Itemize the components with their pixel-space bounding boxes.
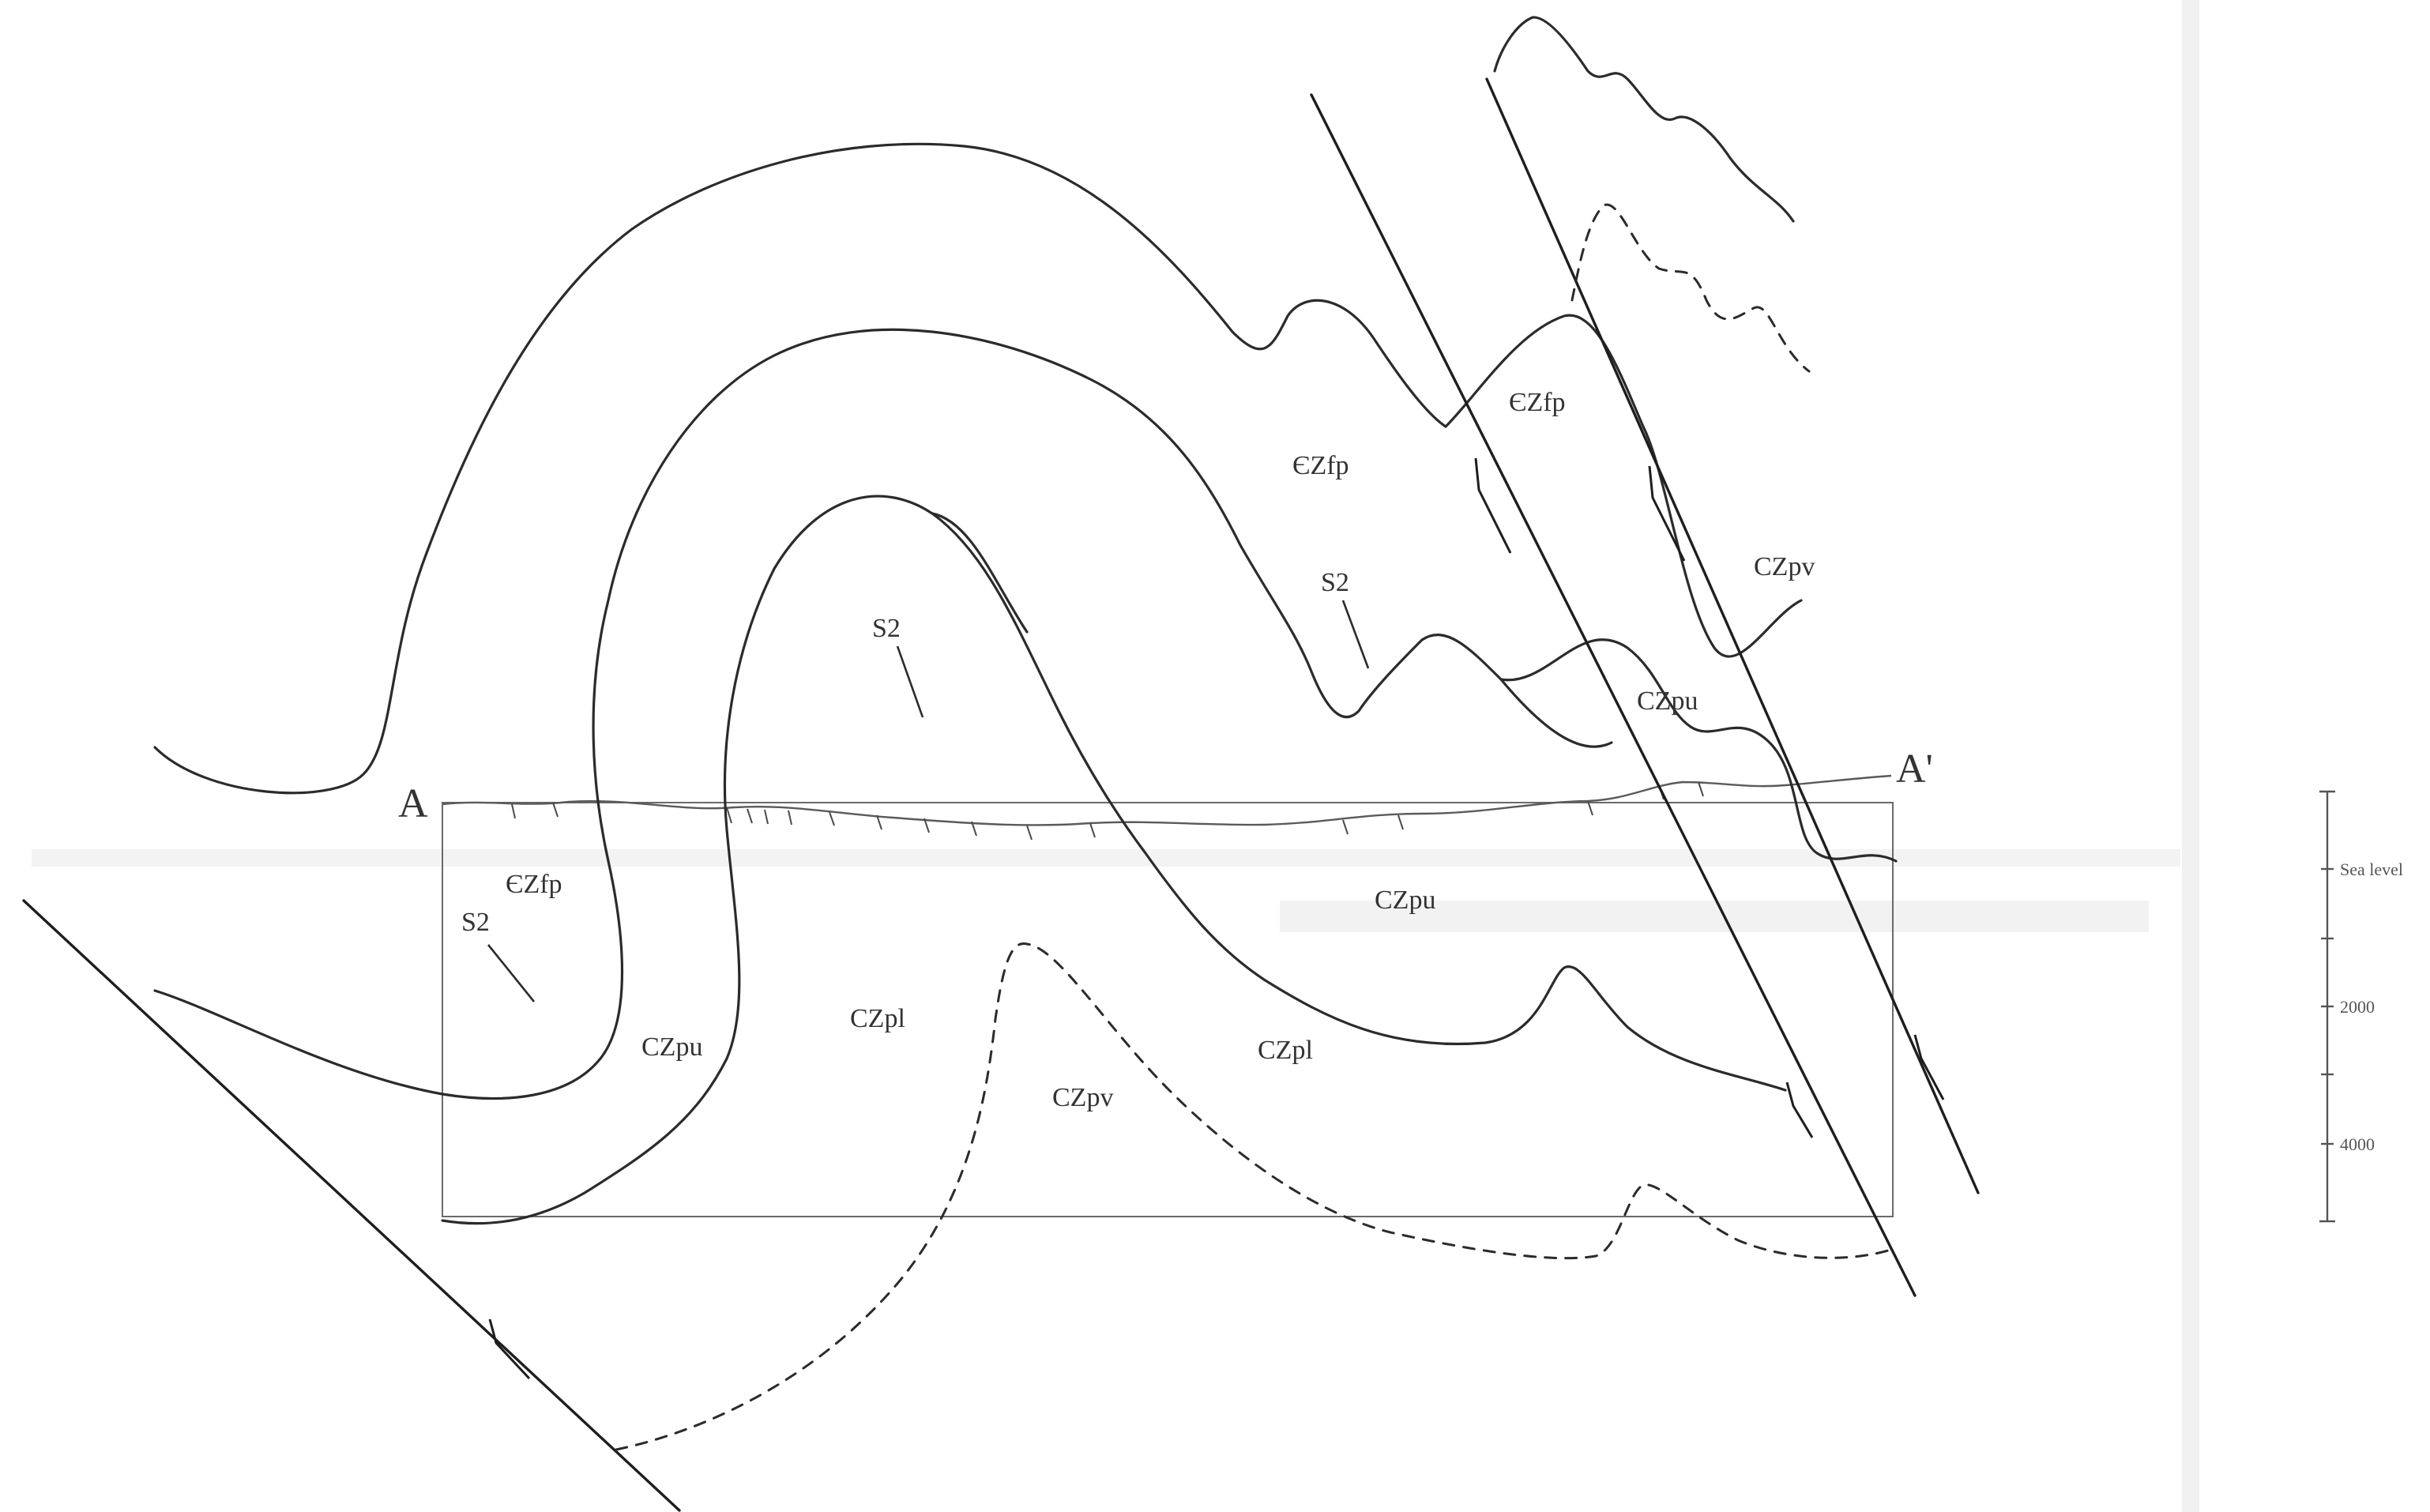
fault-east-top — [1493, 16, 1795, 223]
contact-right-lower-wave — [1499, 638, 1898, 863]
section-end-a-prime: A' — [1896, 747, 1933, 792]
topo-ticks — [511, 781, 1704, 841]
fault-block-dashed — [1570, 203, 1811, 373]
fault-east — [1485, 77, 1980, 1194]
scale-sea-level: Sea level — [2340, 859, 2403, 879]
unit-label-ezfp-center: ЄZfp — [1292, 451, 1349, 480]
contact-inner-fold — [441, 495, 1787, 1225]
fault-main — [1310, 93, 1917, 1297]
section-box — [442, 802, 1894, 1217]
scale-2000: 2000 — [2340, 997, 2375, 1017]
unit-label-czpv-bottom: CZpv — [1052, 1083, 1113, 1112]
scale-4000: 4000 — [2340, 1134, 2375, 1154]
contact-right-wave — [1444, 314, 1803, 658]
vertical-scale-bar: Sea level 2000 4000 — [2319, 790, 2403, 1223]
unit-label-czpu-right: CZpu — [1637, 686, 1698, 716]
contact-fold-core — [931, 512, 1029, 634]
fault-west — [22, 899, 681, 1512]
shear-arrows — [488, 457, 1945, 1380]
contact-outer-fold-lower — [153, 328, 1613, 1100]
unit-label-ezfp-left: ЄZfp — [506, 870, 562, 899]
unit-label-czpl-center: CZpl — [850, 1004, 905, 1033]
unit-label-s2-c: S2 — [461, 908, 490, 937]
unit-label-czpv-right: CZpv — [1754, 552, 1815, 581]
unit-label-s2-b: S2 — [1321, 568, 1349, 597]
unit-label-ezfp-upper: ЄZfp — [1509, 388, 1566, 417]
cleavage-traces — [487, 600, 1370, 1002]
contact-outer-fold — [153, 142, 1447, 795]
right-margin-strip — [2182, 0, 2199, 1512]
unit-label-czpl-right: CZpl — [1258, 1036, 1313, 1065]
unit-label-s2-a: S2 — [872, 614, 901, 643]
topographic-profile — [442, 774, 1892, 826]
unit-label-czpu-left: CZpu — [641, 1032, 702, 1062]
contact-lower-dashed — [615, 942, 1898, 1451]
section-end-a: A — [398, 781, 428, 826]
scan-smudge-2 — [1280, 901, 2149, 932]
unit-label-czpu-mid: CZpu — [1375, 886, 1435, 915]
scan-smudge — [32, 849, 2180, 867]
